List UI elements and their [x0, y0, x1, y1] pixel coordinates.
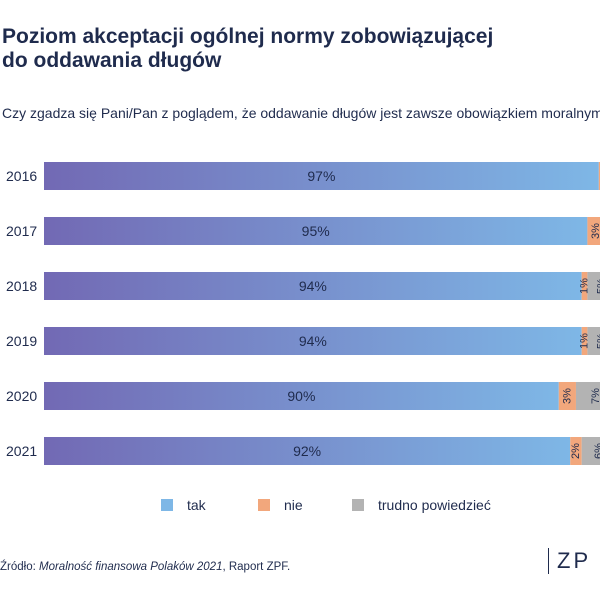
- bar-trudno-2019: [587, 327, 600, 355]
- y-tick-label-2021: 2021: [6, 443, 37, 459]
- source-title: Moralność finansowa Polaków 2021: [39, 561, 223, 573]
- legend-item-nie: nie: [258, 497, 303, 513]
- y-tick-label-2016: 2016: [6, 168, 37, 184]
- legend-swatch-tak: [161, 499, 173, 511]
- bar-tak-2018: [44, 272, 582, 300]
- bar-tak-2021: [44, 437, 571, 465]
- logo-text: ZP: [557, 548, 592, 573]
- source-prefix: Źródło:: [0, 561, 39, 573]
- bar-nie-2020: [558, 382, 576, 410]
- legend-label-nie: nie: [284, 497, 303, 513]
- data-label-trudno-2021: 6%: [593, 443, 600, 459]
- data-label-tak-2021: 92%: [293, 443, 321, 459]
- legend-item-trudno: trudno powiedzieć: [352, 497, 491, 513]
- bar-trudno-2018: [587, 272, 600, 300]
- legend-label-trudno: trudno powiedzieć: [378, 497, 491, 513]
- legend-label-tak: tak: [187, 497, 206, 513]
- zpf-logo: ZP: [548, 546, 591, 576]
- bar-nie-2017: [587, 217, 600, 245]
- bar-nie-2021: [570, 437, 582, 465]
- data-label-nie-2017: 3%: [590, 223, 600, 239]
- data-label-tak-2018: 94%: [299, 278, 327, 294]
- chart-title-line1: Poziom akceptacji ogólnej normy zobowiąz…: [2, 25, 494, 48]
- source-note: Źródło: Moralność finansowa Polaków 2021…: [0, 561, 290, 573]
- data-label-trudno-2020: 7%: [590, 388, 600, 404]
- data-label-tak-2017: 95%: [302, 223, 330, 239]
- data-label-tak-2019: 94%: [299, 333, 327, 349]
- bar-tak-2017: [44, 217, 588, 245]
- bar-nie-2019: [581, 327, 588, 355]
- bar-trudno-2021: [581, 437, 600, 465]
- y-tick-label-2020: 2020: [6, 388, 37, 404]
- bar-nie-2018: [581, 272, 588, 300]
- bar-trudno-2020: [575, 382, 600, 410]
- chart-title: Poziom akceptacji ogólnej normy zobowiąz…: [2, 25, 493, 73]
- y-tick-label-2018: 2018: [6, 278, 37, 294]
- bar-nie-2016: [598, 162, 600, 190]
- data-label-nie-2020: 3%: [561, 388, 573, 404]
- data-label-trudno-2019: 5%: [596, 333, 600, 349]
- chart-subtitle: Czy zgadza się Pani/Pan z poglądem, że o…: [2, 105, 600, 121]
- legend-item-tak: tak: [161, 497, 206, 513]
- chart-title-line2: do oddawania długów: [2, 49, 222, 72]
- data-label-nie-2016: 2%: [599, 168, 600, 184]
- source-suffix: , Raport ZPF.: [222, 561, 291, 573]
- bar-tak-2016: [44, 162, 599, 190]
- y-tick-label-2019: 2019: [6, 333, 37, 349]
- data-label-tak-2016: 97%: [307, 168, 335, 184]
- logo-divider: [548, 548, 549, 574]
- bar-tak-2020: [44, 382, 559, 410]
- bar-tak-2019: [44, 327, 582, 355]
- legend-swatch-nie: [258, 499, 270, 511]
- data-label-nie-2021: 2%: [570, 443, 582, 459]
- stacked-bar-chart: 201697%2%1%201795%3%2%201894%1%5%201994%…: [6, 162, 600, 465]
- data-label-trudno-2018: 5%: [596, 278, 600, 294]
- legend-swatch-trudno: [352, 499, 364, 511]
- data-label-tak-2020: 90%: [287, 388, 315, 404]
- y-tick-label-2017: 2017: [6, 223, 37, 239]
